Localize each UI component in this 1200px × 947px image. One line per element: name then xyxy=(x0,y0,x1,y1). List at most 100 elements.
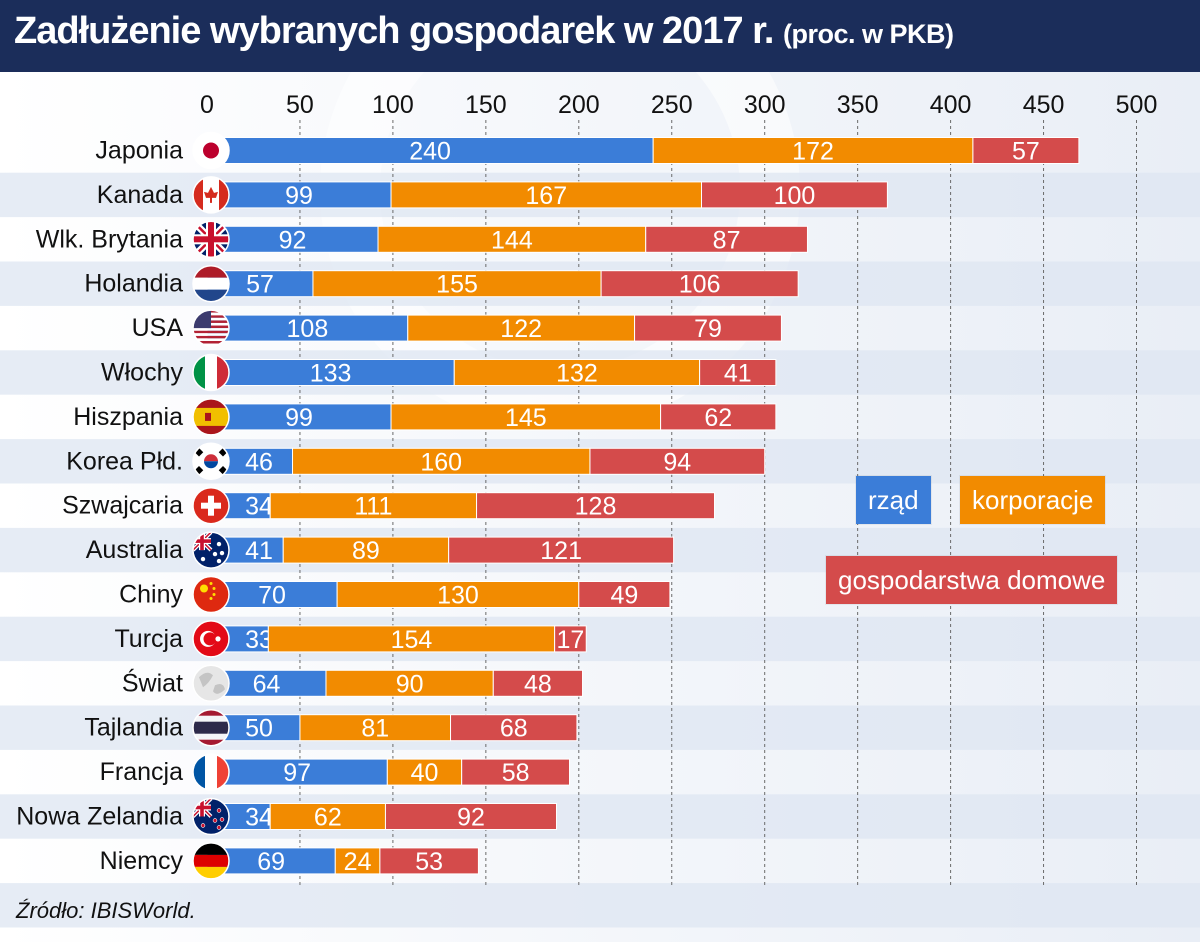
legend-label-corporations: korporacje xyxy=(972,485,1094,515)
data-label: 41 xyxy=(724,360,752,388)
legend-label-households: gospodarstwa domowe xyxy=(838,565,1106,595)
x-tick-label: 500 xyxy=(1116,91,1158,119)
bar xyxy=(312,270,602,298)
data-label: 34 xyxy=(245,493,273,521)
bar xyxy=(972,137,1080,164)
data-label: 130 xyxy=(437,582,479,610)
row-stripe xyxy=(0,883,1200,928)
category-label: Wlk. Brytania xyxy=(36,225,183,253)
legend-label-government: rząd xyxy=(868,485,919,515)
x-tick-label: 50 xyxy=(286,91,314,119)
data-label: 160 xyxy=(420,448,462,476)
flag-australia-icon xyxy=(192,531,230,569)
legend-item-government: rząd xyxy=(856,476,931,524)
data-label: 89 xyxy=(352,537,380,565)
data-label: 144 xyxy=(491,226,533,254)
title-main: Zadłużenie wybranych gospodarek w 2017 r… xyxy=(14,10,774,52)
bar xyxy=(660,403,777,431)
legend-item-corporations: korporacje xyxy=(960,476,1106,524)
data-label: 106 xyxy=(679,271,721,299)
flag-south-korea-icon xyxy=(192,442,230,481)
flag-usa-icon xyxy=(192,309,230,347)
flag-switzerland-icon xyxy=(192,486,230,525)
bar xyxy=(334,847,381,875)
flag-turkey-icon xyxy=(192,620,230,658)
data-label: 62 xyxy=(704,404,732,432)
data-label: 46 xyxy=(245,448,273,476)
bar xyxy=(448,536,675,564)
data-label: 70 xyxy=(258,582,286,610)
data-label: 49 xyxy=(610,582,638,610)
legend-item-households: gospodarstwa domowe xyxy=(826,556,1118,604)
data-label: 24 xyxy=(344,848,372,876)
globe-world-icon xyxy=(192,664,230,703)
x-tick-label: 150 xyxy=(465,91,507,119)
bar xyxy=(206,847,336,875)
x-tick-label: 200 xyxy=(558,91,600,119)
bar xyxy=(634,314,782,342)
flag-new-zealand-icon xyxy=(192,797,230,836)
category-label: Hiszpania xyxy=(73,403,183,431)
bar xyxy=(589,447,766,475)
data-label: 92 xyxy=(279,226,307,254)
bar xyxy=(407,314,636,342)
data-label: 154 xyxy=(391,626,433,654)
bar xyxy=(390,181,702,209)
flag-uk-icon xyxy=(192,220,230,259)
data-label: 50 xyxy=(245,715,273,743)
data-label: 57 xyxy=(1012,138,1040,166)
flag-netherlands-icon xyxy=(192,264,230,303)
data-label: 57 xyxy=(246,271,274,299)
data-label: 64 xyxy=(253,670,281,698)
bar xyxy=(206,225,379,253)
category-label: Kanada xyxy=(97,181,183,209)
category-label: Niemcy xyxy=(100,847,184,875)
bar xyxy=(390,403,662,431)
data-label: 48 xyxy=(524,670,552,698)
data-label: 92 xyxy=(457,804,485,832)
data-label: 108 xyxy=(287,315,329,343)
flag-spain-icon xyxy=(192,398,230,436)
data-label: 155 xyxy=(436,271,478,299)
x-tick-label: 250 xyxy=(651,91,693,119)
flag-germany-icon xyxy=(192,842,230,880)
bar xyxy=(492,669,584,697)
bar xyxy=(377,225,647,253)
flag-japan-icon xyxy=(192,131,230,170)
bar xyxy=(578,581,671,608)
data-label: 145 xyxy=(505,404,547,432)
data-label: 111 xyxy=(354,493,392,521)
data-label: 34 xyxy=(245,804,273,832)
data-label: 68 xyxy=(500,715,528,743)
flag-thailand-icon xyxy=(192,708,230,747)
bar xyxy=(461,758,571,786)
bar xyxy=(554,625,587,653)
x-tick-label: 300 xyxy=(744,91,786,119)
category-label: Francja xyxy=(100,758,183,786)
data-label: 99 xyxy=(285,404,313,432)
data-label: 97 xyxy=(283,759,311,787)
data-label: 69 xyxy=(257,848,285,876)
data-label: 94 xyxy=(663,448,691,476)
bar xyxy=(379,847,479,875)
source-note: Źródło: IBISWorld. xyxy=(16,898,196,923)
data-label: 167 xyxy=(525,182,567,210)
data-label: 79 xyxy=(694,315,722,343)
data-label: 133 xyxy=(310,360,352,388)
category-label: Szwajcaria xyxy=(62,492,183,520)
data-label: 81 xyxy=(361,715,389,743)
data-label: 99 xyxy=(285,182,313,210)
data-label: 128 xyxy=(575,493,617,521)
bar xyxy=(282,536,450,564)
data-label: 17 xyxy=(557,626,585,654)
data-label: 240 xyxy=(409,138,451,166)
flag-italy-icon xyxy=(192,353,230,392)
category-label: Świat xyxy=(122,667,183,697)
data-label: 62 xyxy=(314,804,342,832)
x-tick-label: 400 xyxy=(930,91,972,119)
bar xyxy=(336,581,580,608)
flag-france-icon xyxy=(192,753,230,791)
category-label: Korea Płd. xyxy=(66,447,183,475)
